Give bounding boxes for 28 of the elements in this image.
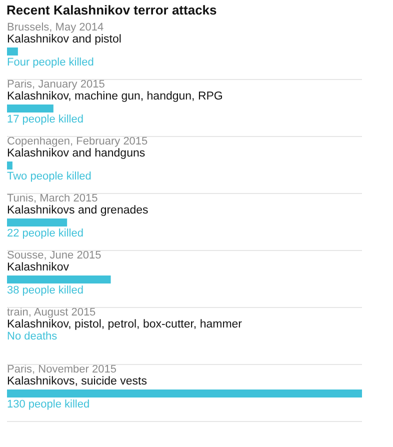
data-label: 17 people killed [7, 114, 84, 126]
bar [7, 48, 18, 56]
annotation: Kalashnikov, machine gun, handgun, RPG [7, 90, 223, 102]
data-label: Two people killed [7, 170, 92, 182]
bar [7, 104, 54, 112]
annotation: Kalashnikov [7, 262, 70, 274]
annotation: Kalashnikov and pistol [7, 34, 122, 46]
y-tick-label: Copenhagen, February 2015 [7, 136, 148, 148]
y-tick-label: Sousse, June 2015 [7, 250, 102, 262]
chart-title: Recent Kalashnikov terror attacks [6, 2, 217, 18]
y-tick-label: Paris, November 2015 [7, 364, 116, 376]
bar [7, 218, 68, 226]
data-label: 38 people killed [7, 284, 84, 296]
data-label: Four people killed [7, 56, 94, 68]
y-tick-label: Tunis, March 2015 [7, 192, 98, 204]
bar [7, 162, 12, 170]
bar [7, 276, 111, 284]
data-label: 22 people killed [7, 228, 84, 240]
bar [7, 390, 362, 398]
data-label: 130 people killed [7, 398, 90, 410]
annotation: Kalashnikovs, suicide vests [7, 376, 148, 388]
y-tick-label: train, August 2015 [7, 306, 96, 318]
annotation: Kalashnikovs and grenades [7, 204, 149, 216]
annotation: Kalashnikov, pistol, petrol, box-cutter, hammer [7, 318, 242, 330]
y-tick-label: Brussels, May 2014 [7, 22, 104, 34]
y-tick-label: Paris, January 2015 [7, 78, 105, 90]
data-label: No deaths [7, 330, 58, 342]
annotation: Kalashnikov and handguns [7, 148, 146, 160]
